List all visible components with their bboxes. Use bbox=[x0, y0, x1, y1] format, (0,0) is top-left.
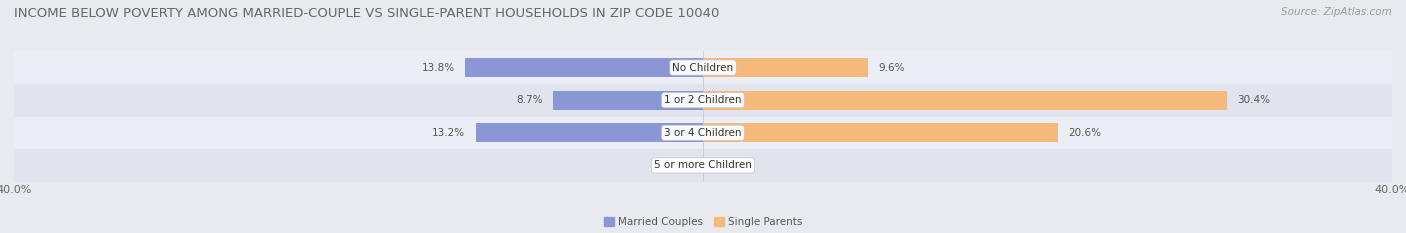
Text: No Children: No Children bbox=[672, 63, 734, 72]
Text: 13.2%: 13.2% bbox=[432, 128, 465, 138]
Bar bbox=[14, 149, 1392, 182]
Text: 0.0%: 0.0% bbox=[666, 161, 693, 170]
Bar bbox=[703, 91, 1226, 110]
Text: 30.4%: 30.4% bbox=[1237, 95, 1270, 105]
Text: 13.8%: 13.8% bbox=[422, 63, 456, 72]
Text: INCOME BELOW POVERTY AMONG MARRIED-COUPLE VS SINGLE-PARENT HOUSEHOLDS IN ZIP COD: INCOME BELOW POVERTY AMONG MARRIED-COUPL… bbox=[14, 7, 720, 20]
Legend: Married Couples, Single Parents: Married Couples, Single Parents bbox=[599, 213, 807, 231]
Bar bbox=[475, 123, 703, 142]
Bar bbox=[14, 116, 1392, 149]
Text: 20.6%: 20.6% bbox=[1069, 128, 1101, 138]
Text: 9.6%: 9.6% bbox=[879, 63, 905, 72]
Bar bbox=[14, 51, 1392, 84]
Text: Source: ZipAtlas.com: Source: ZipAtlas.com bbox=[1281, 7, 1392, 17]
Bar bbox=[14, 84, 1392, 116]
Text: 5 or more Children: 5 or more Children bbox=[654, 161, 752, 170]
Bar bbox=[465, 58, 703, 77]
Text: 1 or 2 Children: 1 or 2 Children bbox=[664, 95, 742, 105]
Bar bbox=[553, 91, 703, 110]
Text: 3 or 4 Children: 3 or 4 Children bbox=[664, 128, 742, 138]
Bar bbox=[703, 123, 1057, 142]
Text: 0.0%: 0.0% bbox=[713, 161, 740, 170]
Bar bbox=[703, 58, 869, 77]
Text: 8.7%: 8.7% bbox=[516, 95, 543, 105]
